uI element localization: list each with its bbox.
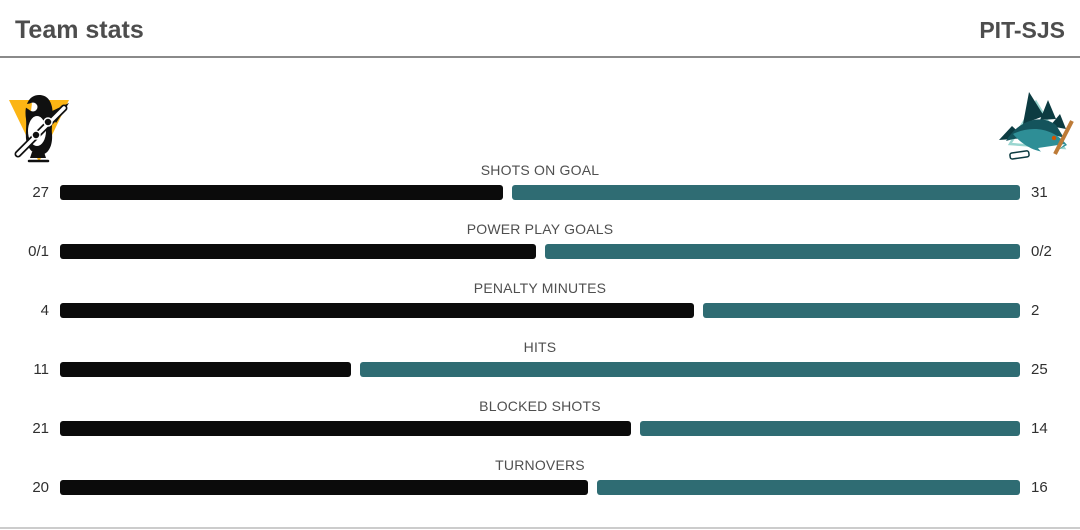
page-title: Team stats <box>15 16 144 44</box>
stat-label: TURNOVERS <box>495 457 585 473</box>
home-value: 4 <box>40 302 49 319</box>
bar-track <box>60 362 1020 377</box>
away-bar <box>359 362 1020 377</box>
home-value: 21 <box>32 420 49 437</box>
away-value: 25 <box>1031 361 1048 378</box>
home-bar <box>60 244 536 259</box>
san-jose-sharks-logo <box>997 88 1075 166</box>
stat-label: SHOTS ON GOAL <box>480 162 600 178</box>
away-value: 16 <box>1031 479 1048 496</box>
header: Team stats PIT-SJS <box>0 0 1080 58</box>
pittsburgh-penguins-logo <box>5 88 73 166</box>
stat-row-penalty-minutes: PENALTY MINUTES 4 2 <box>0 280 1080 318</box>
home-bar <box>60 303 694 318</box>
away-value: 0/2 <box>1031 243 1052 260</box>
stat-row-shots-on-goal: SHOTS ON GOAL 27 31 <box>0 162 1080 200</box>
bottom-divider <box>0 527 1080 529</box>
penguins-logo-icon <box>9 95 69 163</box>
stat-label: BLOCKED SHOTS <box>479 398 601 414</box>
stat-row-hits: HITS 11 25 <box>0 339 1080 377</box>
team-stats-list: SHOTS ON GOAL 27 31 POWER PLAY GOALS 0/1… <box>0 58 1080 495</box>
home-bar <box>60 362 351 377</box>
stat-label: HITS <box>523 339 557 355</box>
stat-label: POWER PLAY GOALS <box>466 221 614 237</box>
home-bar <box>60 480 589 495</box>
home-value: 20 <box>32 479 49 496</box>
stat-row-power-play-goals: POWER PLAY GOALS 0/1 0/2 <box>0 221 1080 259</box>
stat-row-blocked-shots: BLOCKED SHOTS 21 14 <box>0 398 1080 436</box>
home-value: 0/1 <box>28 243 49 260</box>
away-bar <box>544 244 1020 259</box>
stat-label: PENALTY MINUTES <box>473 280 607 296</box>
away-value: 2 <box>1031 302 1040 319</box>
bar-track <box>60 303 1020 318</box>
home-bar <box>60 421 631 436</box>
stat-row-turnovers: TURNOVERS 20 16 <box>0 457 1080 495</box>
away-bar <box>597 480 1020 495</box>
away-value: 31 <box>1031 184 1048 201</box>
bar-track <box>60 480 1020 495</box>
sharks-logo-icon <box>999 92 1074 160</box>
away-bar <box>511 185 1020 200</box>
bar-track <box>60 244 1020 259</box>
bar-track <box>60 421 1020 436</box>
home-bar <box>60 185 503 200</box>
home-value: 27 <box>32 184 49 201</box>
matchup-label: PIT-SJS <box>979 17 1065 43</box>
away-bar <box>639 421 1020 436</box>
bar-track <box>60 185 1020 200</box>
home-value: 11 <box>33 361 49 378</box>
away-value: 14 <box>1031 420 1048 437</box>
away-bar <box>703 303 1020 318</box>
